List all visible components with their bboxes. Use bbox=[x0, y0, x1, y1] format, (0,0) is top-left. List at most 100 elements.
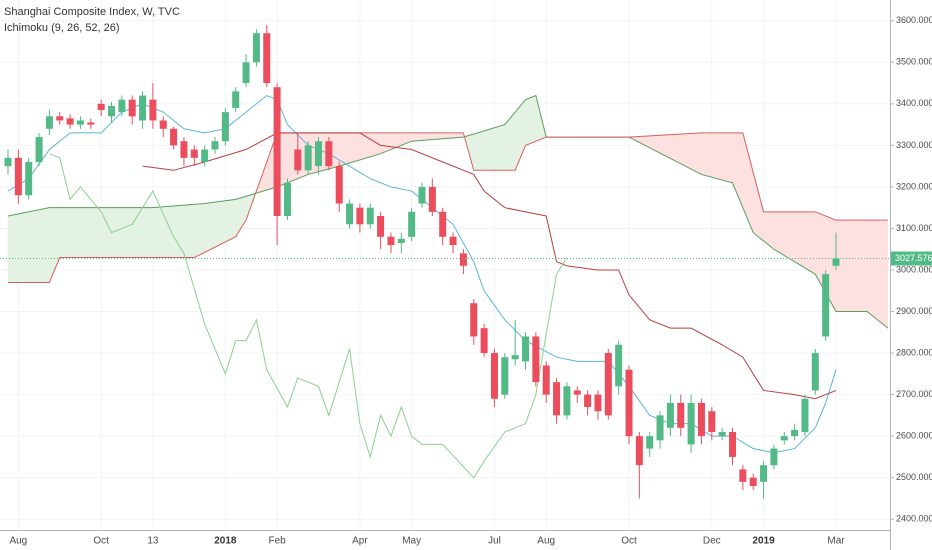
cloud-fill bbox=[776, 211, 780, 253]
cloud-fill bbox=[864, 219, 868, 312]
cloud-fill bbox=[385, 132, 389, 152]
cloud-fill bbox=[747, 152, 751, 227]
cloud-fill bbox=[36, 209, 40, 283]
cloud-fill bbox=[129, 207, 133, 258]
cloud-fill bbox=[734, 132, 738, 196]
cloud-fill bbox=[732, 132, 736, 190]
candle-body bbox=[532, 336, 540, 383]
candle-body bbox=[522, 336, 529, 362]
cloud-fill bbox=[654, 135, 658, 153]
cloud-fill bbox=[38, 208, 42, 283]
cloud-fill bbox=[499, 125, 503, 171]
candle-body bbox=[791, 429, 799, 437]
candle-body bbox=[366, 207, 374, 225]
x-tick-label: Dec bbox=[703, 536, 721, 547]
cloud-fill bbox=[142, 207, 146, 258]
y-tick-label: 2600.000 bbox=[896, 431, 932, 441]
cloud-fill bbox=[93, 207, 97, 258]
cloud-fill bbox=[225, 200, 229, 243]
cloud-fill bbox=[59, 207, 63, 258]
cloud-fill bbox=[382, 132, 387, 154]
cloud-fill bbox=[186, 204, 190, 258]
cloud-fill bbox=[501, 124, 506, 171]
cloud-fill bbox=[49, 207, 53, 283]
candle-body bbox=[201, 149, 209, 162]
candle-body bbox=[739, 469, 747, 482]
cloud-fill bbox=[740, 132, 744, 208]
candle-body bbox=[470, 303, 478, 337]
candle-body bbox=[180, 141, 188, 158]
cloud-fill bbox=[67, 207, 71, 258]
cloud-fill bbox=[204, 202, 208, 253]
candle-body bbox=[4, 157, 12, 167]
cloud-fill bbox=[437, 132, 441, 140]
y-tick-label: 3200.000 bbox=[896, 181, 932, 191]
cloud-fill bbox=[75, 207, 79, 258]
cloud-fill bbox=[703, 132, 707, 177]
cloud-fill bbox=[680, 133, 684, 166]
cloud-fill bbox=[398, 132, 402, 147]
cloud-fill bbox=[46, 207, 50, 283]
cloud-fill bbox=[771, 211, 775, 250]
cloud-fill bbox=[206, 202, 211, 252]
cloud-fill bbox=[711, 132, 715, 179]
cloud-fill bbox=[165, 206, 169, 258]
cloud-fill bbox=[866, 219, 870, 315]
cloud-fill bbox=[336, 132, 340, 168]
cloud-fill bbox=[693, 132, 697, 173]
cloud-fill bbox=[367, 132, 371, 158]
cloud-fill bbox=[520, 102, 524, 158]
cloud-fill bbox=[188, 204, 192, 258]
cloud-fill bbox=[745, 142, 749, 221]
cloud-fill bbox=[442, 132, 446, 140]
cloud-fill bbox=[173, 205, 177, 258]
cloud-fill bbox=[789, 211, 793, 261]
cloud-fill bbox=[848, 219, 852, 312]
candle-body bbox=[760, 465, 768, 482]
cloud-fill bbox=[62, 207, 66, 258]
cloud-fill bbox=[701, 132, 705, 176]
cloud-fill bbox=[677, 133, 681, 165]
candle-body bbox=[335, 166, 343, 204]
cloud-fill bbox=[514, 108, 518, 171]
cloud-fill bbox=[23, 212, 27, 283]
cloud-fill bbox=[685, 133, 689, 169]
cloud-fill bbox=[429, 132, 433, 141]
cloud-fill bbox=[219, 200, 224, 245]
candle-body bbox=[273, 87, 281, 216]
cloud-fill bbox=[527, 97, 531, 145]
cloud-fill bbox=[54, 207, 58, 271]
cloud-fill bbox=[80, 207, 84, 258]
cloud-fill bbox=[113, 207, 117, 258]
candle-body bbox=[604, 353, 612, 416]
candle-body bbox=[584, 394, 592, 408]
candle-body bbox=[45, 116, 53, 129]
cloud-fill bbox=[126, 207, 130, 258]
senkou-line bbox=[7, 94, 889, 329]
cloud-fill bbox=[28, 211, 32, 283]
cloud-fill bbox=[791, 211, 795, 263]
cloud-fill bbox=[77, 207, 81, 258]
candle-body bbox=[553, 382, 561, 416]
cloud-fill bbox=[106, 207, 110, 258]
cloud-fill bbox=[406, 132, 410, 144]
y-tick-label: 3400.000 bbox=[896, 98, 932, 108]
y-tick-label: 2800.000 bbox=[896, 347, 932, 357]
cloud-fill bbox=[664, 134, 669, 158]
cloud-fill bbox=[786, 211, 790, 260]
cloud-fill bbox=[12, 214, 17, 283]
cloud-fill bbox=[884, 219, 888, 329]
cloud-fill bbox=[121, 207, 125, 258]
cloud-fill bbox=[721, 132, 725, 182]
cloud-fill bbox=[706, 132, 710, 177]
last-price-tag bbox=[891, 251, 932, 266]
cloud-fill bbox=[349, 132, 353, 164]
candle-body bbox=[76, 120, 84, 125]
senkou-line bbox=[8, 132, 888, 283]
candle-body bbox=[325, 141, 333, 167]
cloud-fill bbox=[90, 207, 94, 258]
cloud-fill bbox=[768, 211, 772, 248]
cloud-fill bbox=[411, 132, 415, 142]
